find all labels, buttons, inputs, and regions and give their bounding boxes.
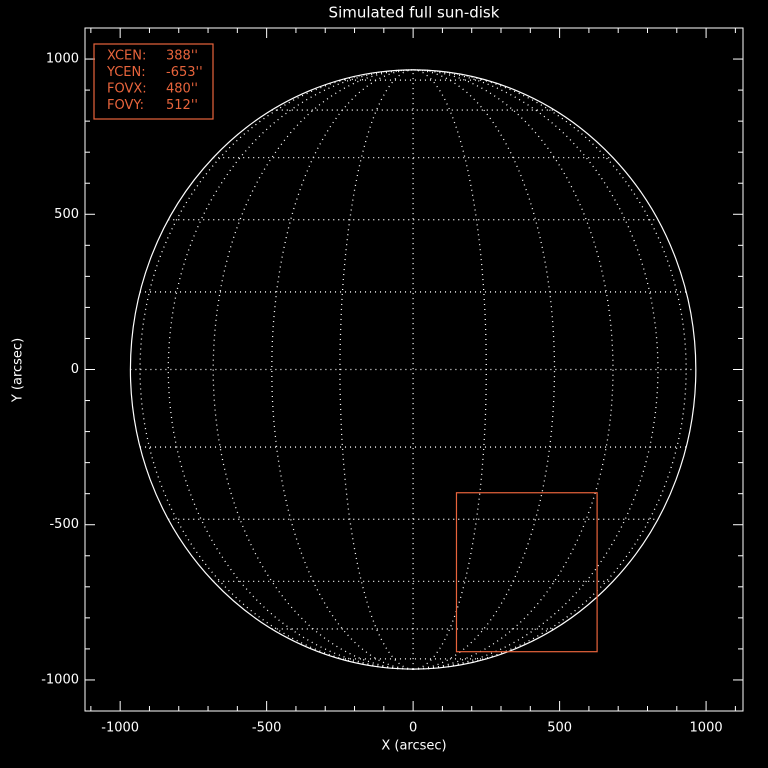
y-tick-label: 1000 [46, 52, 79, 67]
legend-box [93, 43, 214, 120]
x-tick-label: 500 [547, 721, 572, 736]
y-tick-label: -500 [49, 517, 79, 532]
y-tick-label: 0 [71, 362, 79, 377]
chart-title: Simulated full sun-disk [329, 4, 500, 22]
x-tick-label: -500 [252, 721, 282, 736]
meridian [167, 69, 414, 670]
meridian [139, 69, 414, 670]
legend-label: FOVX: [107, 82, 147, 97]
disk-grid [130, 69, 696, 670]
legend-label: YCEN: [106, 65, 146, 80]
y-axis-label: Y (arcsec) [11, 338, 26, 403]
x-tick-label: 1000 [690, 721, 723, 736]
legend-label: FOVY: [107, 98, 144, 113]
y-tick-label: -1000 [41, 672, 79, 687]
x-tick-label: 0 [409, 721, 417, 736]
x-tick-label: -1000 [101, 721, 139, 736]
meridian [413, 69, 659, 670]
legend-value: 388'' [166, 49, 198, 64]
legend-label: XCEN: [107, 49, 146, 64]
meridian [413, 69, 614, 670]
legend-value: 480'' [166, 82, 198, 97]
fov-box [455, 492, 598, 653]
legend-value: 512'' [166, 98, 198, 113]
meridian [339, 69, 414, 670]
x-axis-label: X (arcsec) [381, 739, 446, 754]
y-tick-label: 500 [54, 207, 79, 222]
legend-value: -653'' [166, 65, 203, 80]
